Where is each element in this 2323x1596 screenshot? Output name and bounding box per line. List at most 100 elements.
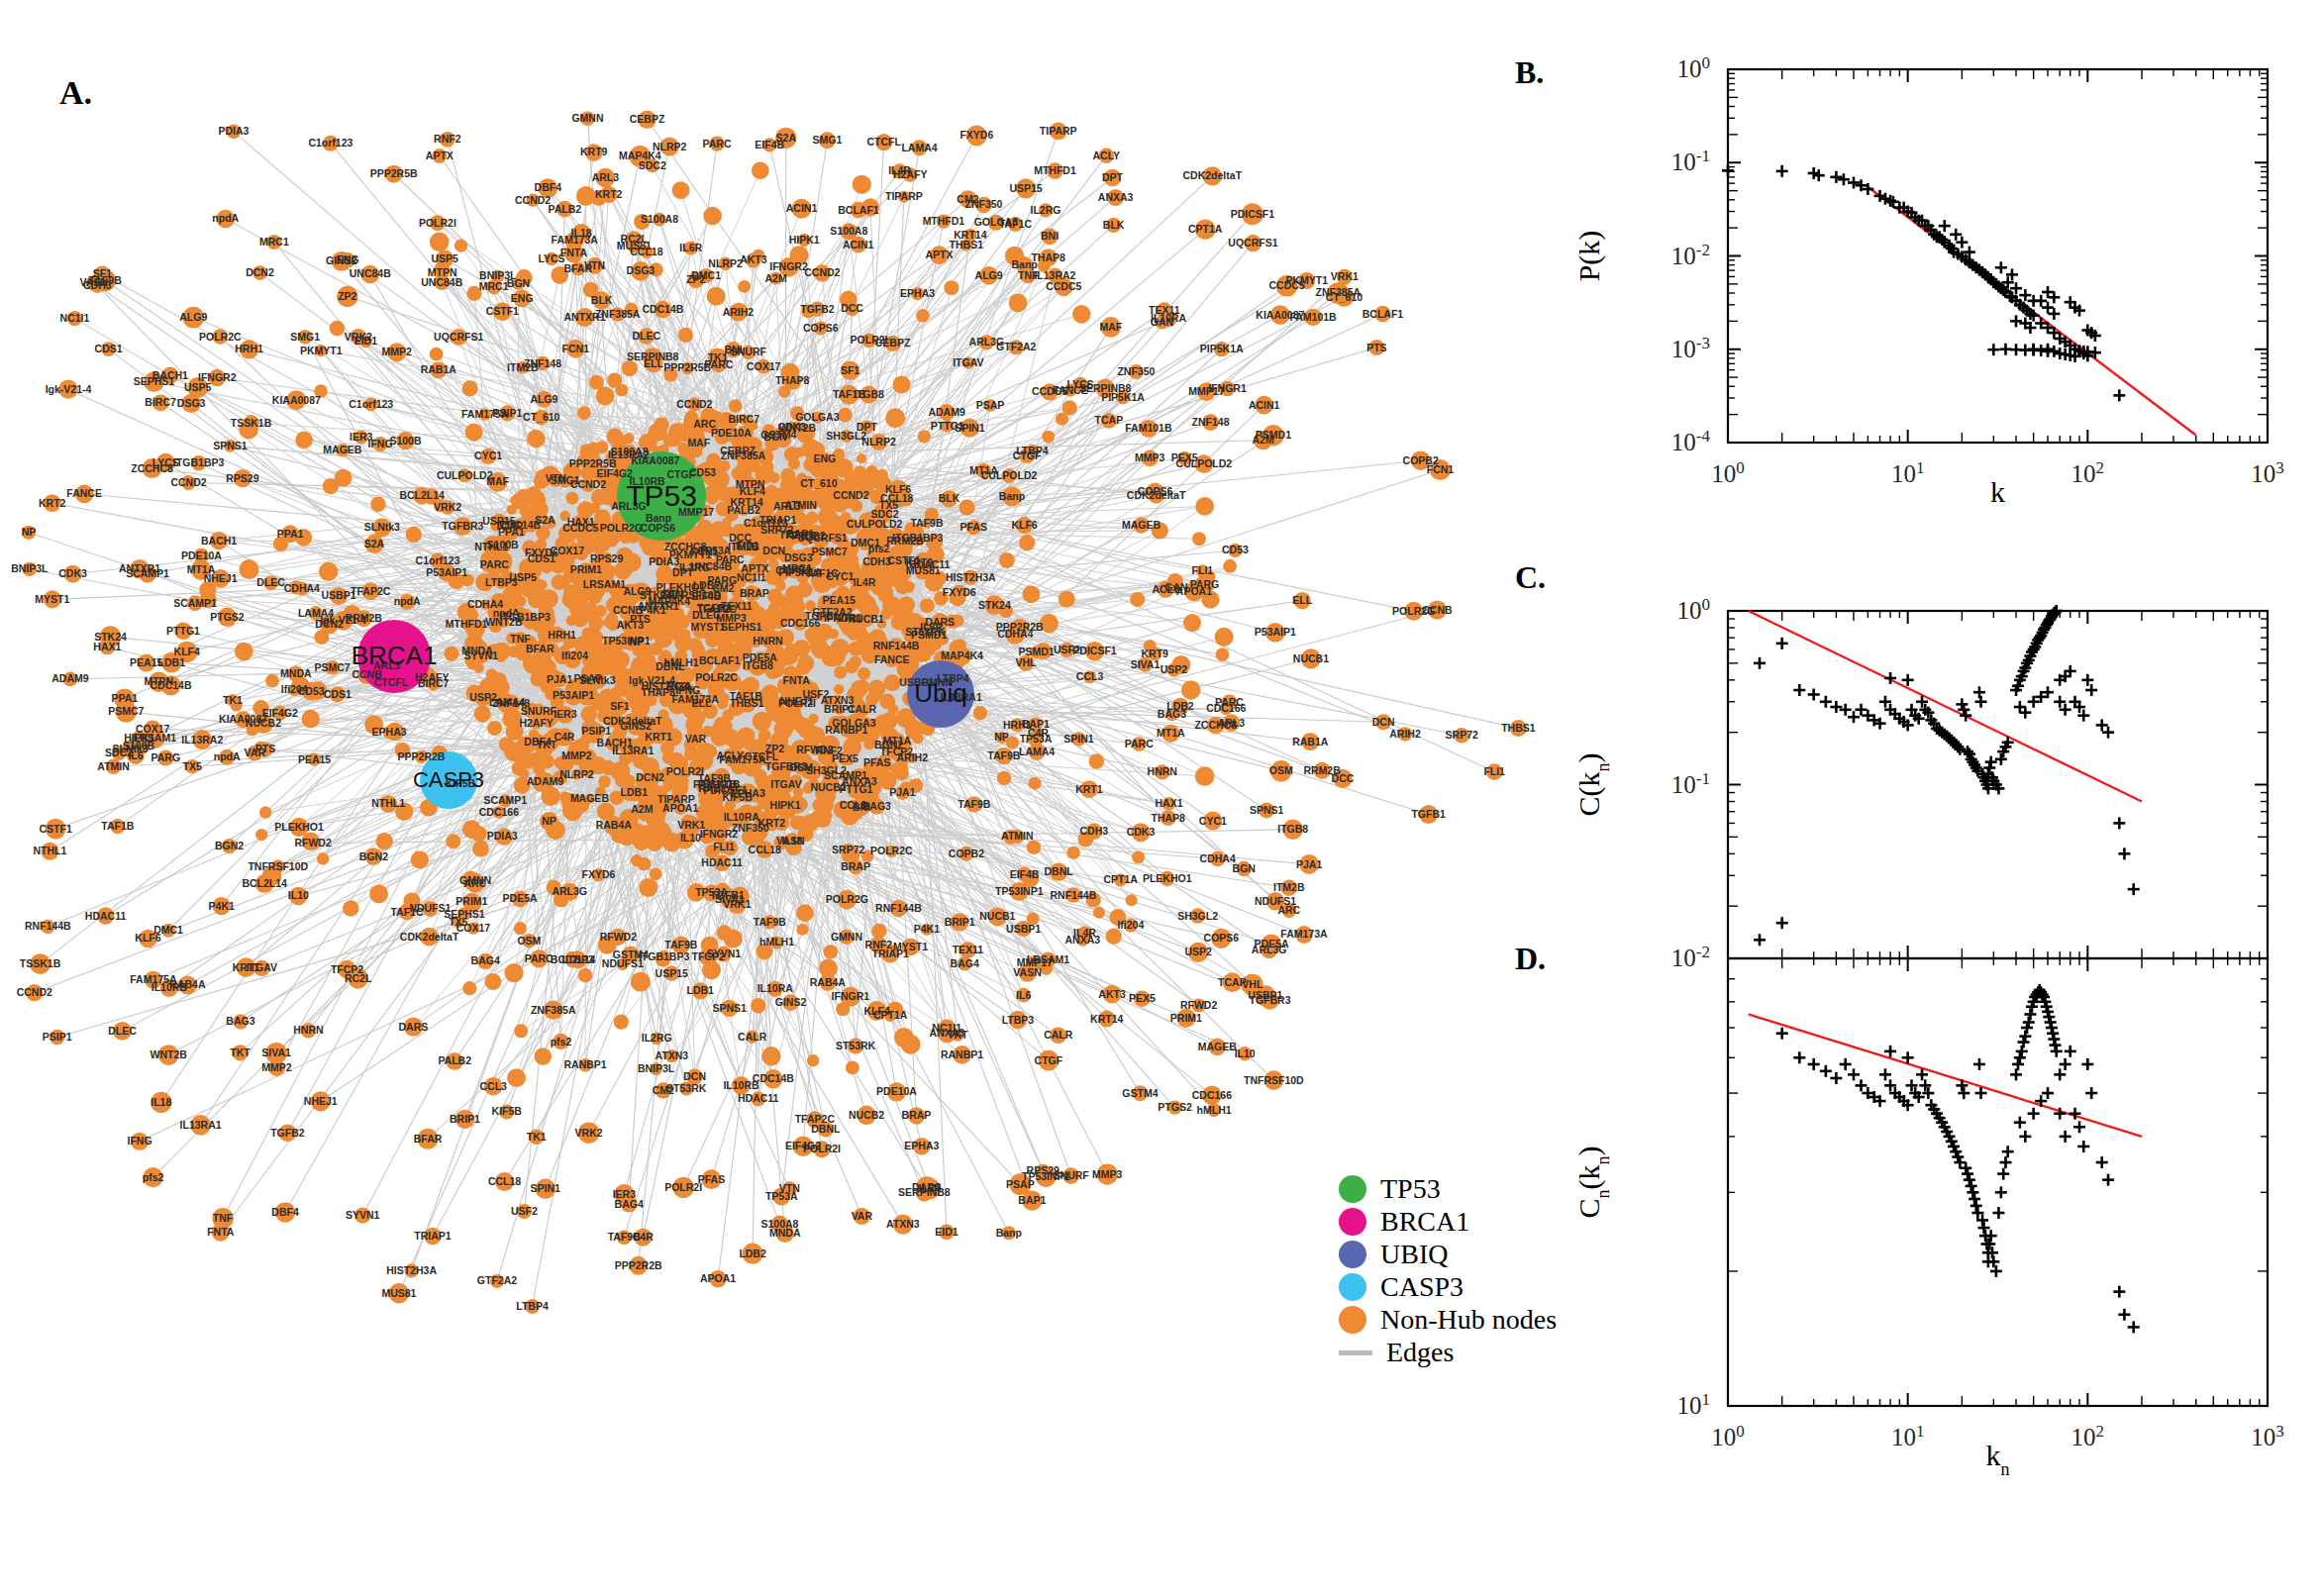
svg-text:KIAA0087: KIAA0087	[272, 394, 321, 406]
svg-text:H2AFY: H2AFY	[519, 717, 553, 729]
svg-text:HIPK1: HIPK1	[770, 799, 801, 811]
svg-text:WNT2B: WNT2B	[779, 422, 817, 434]
svg-text:PKMYT1: PKMYT1	[300, 345, 343, 356]
svg-text:SPIN1: SPIN1	[955, 422, 985, 434]
svg-text:IL10: IL10	[680, 832, 701, 844]
svg-text:LRSAM1: LRSAM1	[583, 578, 626, 590]
svg-text:Banp: Banp	[646, 512, 671, 524]
svg-text:ARC: ARC	[693, 418, 716, 430]
svg-text:RAB1A: RAB1A	[698, 782, 735, 794]
svg-text:COX17: COX17	[456, 922, 491, 934]
svg-text:IER3: IER3	[554, 708, 577, 720]
svg-text:PARC: PARC	[703, 138, 732, 150]
svg-text:CCDC5: CCDC5	[1046, 280, 1081, 292]
svg-text:DCN: DCN	[683, 1070, 706, 1082]
svg-text:BLK: BLK	[1103, 219, 1125, 231]
svg-text:NTHL1: NTHL1	[371, 797, 405, 809]
svg-text:npdA: npdA	[214, 750, 241, 762]
svg-text:CCL18: CCL18	[749, 844, 781, 855]
svg-text:APOA1: APOA1	[662, 802, 698, 814]
svg-text:ATMIN: ATMIN	[97, 760, 129, 772]
svg-text:IFNGR2: IFNGR2	[700, 828, 739, 840]
svg-text:CCL3: CCL3	[1076, 670, 1104, 682]
svg-text:CTCFL: CTCFL	[866, 136, 901, 148]
svg-text:LAMA4: LAMA4	[1019, 746, 1055, 757]
svg-text:MMP2: MMP2	[561, 749, 591, 761]
svg-text:SMG1: SMG1	[290, 331, 320, 343]
svg-text:USP15: USP15	[1009, 182, 1042, 194]
svg-text:S2A: S2A	[364, 538, 385, 549]
svg-text:ACLY: ACLY	[1152, 583, 1179, 595]
svg-text:SH3GL2: SH3GL2	[806, 764, 847, 776]
svg-text:ITM2B: ITM2B	[1273, 881, 1305, 893]
svg-text:RFWD2: RFWD2	[294, 837, 331, 848]
svg-text:BCLAF1: BCLAF1	[1363, 308, 1404, 320]
svg-text:RAB4A: RAB4A	[169, 978, 206, 990]
svg-text:TRIAP1: TRIAP1	[871, 948, 909, 959]
svg-text:WNT2B: WNT2B	[485, 616, 523, 628]
svg-text:THAP8: THAP8	[775, 374, 810, 386]
svg-text:MAGEB: MAGEB	[323, 444, 362, 455]
svg-text:MTHFD1: MTHFD1	[446, 618, 488, 630]
svg-text:SNURF: SNURF	[731, 346, 767, 357]
svg-text:P4K1: P4K1	[209, 900, 235, 912]
svg-text:DSG3: DSG3	[627, 264, 656, 276]
svg-text:DCN2: DCN2	[246, 266, 274, 278]
svg-text:IL6: IL6	[1016, 989, 1031, 1001]
svg-text:100: 100	[1677, 595, 1711, 625]
svg-text:GMNN: GMNN	[571, 112, 603, 124]
svg-text:HRH1: HRH1	[235, 343, 263, 354]
svg-text:CEBPZ: CEBPZ	[630, 113, 665, 125]
svg-text:DSG3: DSG3	[177, 397, 206, 409]
svg-text:USF2: USF2	[511, 1205, 538, 1217]
svg-text:DCN: DCN	[762, 545, 785, 556]
svg-text:SERPINB8: SERPINB8	[898, 1186, 951, 1198]
svg-text:FAM173A: FAM173A	[552, 234, 599, 246]
svg-text:MAGEB: MAGEB	[1122, 519, 1162, 531]
svg-text:BNI: BNI	[1041, 230, 1059, 242]
svg-text:TNFRSF10D: TNFRSF10D	[1244, 1074, 1304, 1086]
svg-text:ST53RK: ST53RK	[666, 1082, 707, 1094]
svg-text:PSAP: PSAP	[976, 399, 1005, 411]
svg-text:DCN: DCN	[1372, 716, 1395, 728]
svg-text:TEX11: TEX11	[1149, 304, 1180, 316]
svg-text:CCND2: CCND2	[17, 986, 52, 998]
svg-text:C1orf123: C1orf123	[416, 554, 460, 566]
svg-text:BCLAF1: BCLAF1	[838, 204, 879, 216]
svg-text:IL13RA2: IL13RA2	[181, 734, 223, 746]
svg-text:CDK3: CDK3	[58, 567, 87, 579]
svg-text:COPB2: COPB2	[1403, 454, 1439, 466]
svg-text:SRP72: SRP72	[760, 524, 793, 536]
svg-text:PARG: PARG	[152, 751, 181, 763]
svg-text:ARL3: ARL3	[592, 171, 620, 183]
svg-text:Ifi204: Ifi204	[561, 649, 588, 661]
svg-text:CPT1A: CPT1A	[1188, 223, 1223, 235]
svg-text:BIRC7: BIRC7	[418, 677, 450, 689]
svg-text:P53AIP1: P53AIP1	[1255, 626, 1296, 638]
svg-text:TP53INP1: TP53INP1	[995, 885, 1044, 897]
svg-text:CDHA4: CDHA4	[284, 582, 320, 594]
svg-text:EPHA3: EPHA3	[372, 726, 407, 738]
svg-text:LTBP4: LTBP4	[516, 1300, 549, 1312]
svg-text:PPP2R2B: PPP2R2B	[398, 750, 446, 762]
svg-text:FAM101B: FAM101B	[1125, 422, 1172, 434]
svg-text:NDUFS1: NDUFS1	[1255, 895, 1296, 907]
svg-text:AKT3: AKT3	[740, 253, 767, 265]
svg-text:MYST1: MYST1	[35, 593, 69, 605]
svg-text:VTN: VTN	[584, 259, 605, 271]
svg-text:PSMD1: PSMD1	[1256, 429, 1291, 441]
svg-text:RANBP1: RANBP1	[941, 1048, 983, 1060]
svg-text:PJA1: PJA1	[547, 673, 572, 685]
svg-text:FXYD6: FXYD6	[943, 586, 976, 598]
svg-text:ENG: ENG	[337, 253, 359, 265]
svg-text:ARIH2: ARIH2	[1389, 728, 1421, 740]
svg-text:RPS29: RPS29	[226, 472, 258, 484]
svg-text:IL2RG: IL2RG	[679, 561, 710, 573]
svg-text:LDB2: LDB2	[739, 1247, 766, 1259]
svg-text:HRH1: HRH1	[548, 629, 576, 641]
svg-text:DBF4: DBF4	[271, 1206, 299, 1218]
svg-text:PEA15: PEA15	[130, 656, 162, 668]
svg-text:FANCE: FANCE	[874, 653, 910, 665]
svg-text:GMNN: GMNN	[831, 931, 862, 943]
svg-text:RNF144B: RNF144B	[875, 902, 922, 914]
